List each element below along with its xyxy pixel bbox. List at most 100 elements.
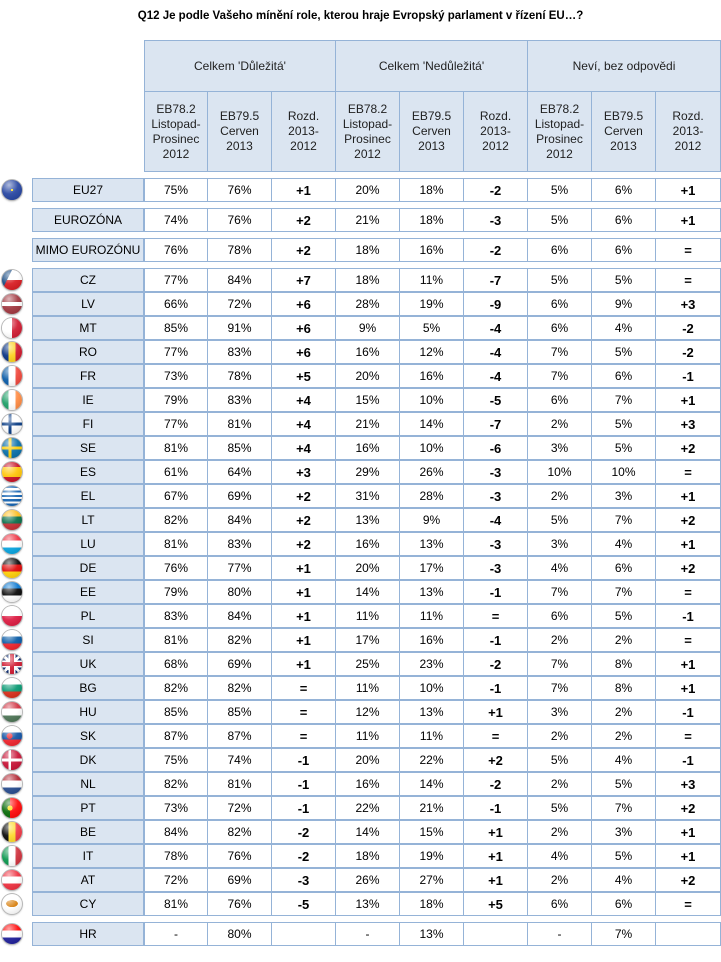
group-header-not-important: Celkem 'Nedůležitá' xyxy=(336,40,528,92)
value-cell: 81% xyxy=(144,436,208,460)
row-label: RO xyxy=(32,340,144,364)
value-cell: 16% xyxy=(336,436,400,460)
value-cell: 82% xyxy=(144,676,208,700)
value-cell: 8% xyxy=(592,652,656,676)
cyprus-flag-icon xyxy=(2,894,22,914)
diff-cell: +1 xyxy=(272,652,336,676)
subheader-eb795: EB79.5 Cerven 2013 xyxy=(400,92,464,172)
diff-cell: -4 xyxy=(464,316,528,340)
value-cell: 84% xyxy=(208,268,272,292)
row-label: MIMO EUROZÓNU xyxy=(32,238,144,262)
value-cell: 18% xyxy=(400,892,464,916)
value-cell: 7% xyxy=(592,796,656,820)
diff-cell: +1 xyxy=(656,532,721,556)
lithuania-flag-icon xyxy=(2,510,22,530)
row-label: EUROZÓNA xyxy=(32,208,144,232)
table-row: MT 85% 91% +6 9% 5% -4 6% 4% -2 xyxy=(0,316,721,340)
table-row: IT 78% 76% -2 18% 19% +1 4% 5% +1 xyxy=(0,844,721,868)
value-cell: 84% xyxy=(144,820,208,844)
diff-cell: = xyxy=(272,724,336,748)
value-cell: 83% xyxy=(208,388,272,412)
diff-cell: -1 xyxy=(464,676,528,700)
value-cell: - xyxy=(144,922,208,946)
table-row: PL 83% 84% +1 11% 11% = 6% 5% -1 xyxy=(0,604,721,628)
value-cell: 26% xyxy=(400,460,464,484)
diff-cell: +1 xyxy=(656,388,721,412)
value-cell: 2% xyxy=(592,724,656,748)
hungary-flag-icon xyxy=(2,702,22,722)
value-cell: 21% xyxy=(336,412,400,436)
diff-cell: +6 xyxy=(272,292,336,316)
value-cell: 4% xyxy=(592,532,656,556)
value-cell: 11% xyxy=(400,268,464,292)
diff-cell: +1 xyxy=(656,676,721,700)
value-cell: 2% xyxy=(592,700,656,724)
diff-cell: +1 xyxy=(464,868,528,892)
value-cell: 11% xyxy=(400,604,464,628)
value-cell: 14% xyxy=(400,772,464,796)
value-cell: 18% xyxy=(336,844,400,868)
table-row: EUROZÓNA 74% 76% +2 21% 18% -3 5% 6% +1 xyxy=(0,208,721,232)
table-row: FR 73% 78% +5 20% 16% -4 7% 6% -1 xyxy=(0,364,721,388)
diff-cell: +5 xyxy=(272,364,336,388)
value-cell: 74% xyxy=(208,748,272,772)
value-cell: 13% xyxy=(336,508,400,532)
value-cell: 12% xyxy=(336,700,400,724)
diff-cell: +1 xyxy=(272,556,336,580)
table-row: PT 73% 72% -1 22% 21% -1 5% 7% +2 xyxy=(0,796,721,820)
row-label: FR xyxy=(32,364,144,388)
diff-cell: = xyxy=(272,700,336,724)
diff-cell: +1 xyxy=(464,844,528,868)
diff-cell: +1 xyxy=(656,178,721,202)
value-cell: 6% xyxy=(592,892,656,916)
value-cell: 77% xyxy=(208,556,272,580)
italy-flag-icon xyxy=(2,846,22,866)
value-cell: 6% xyxy=(592,556,656,580)
luxembourg-flag-icon xyxy=(2,534,22,554)
diff-cell: +2 xyxy=(272,484,336,508)
diff-cell: -1 xyxy=(272,796,336,820)
value-cell: 21% xyxy=(400,796,464,820)
row-label: SI xyxy=(32,628,144,652)
diff-cell: +2 xyxy=(464,748,528,772)
value-cell: 5% xyxy=(528,748,592,772)
row-label: IE xyxy=(32,388,144,412)
diff-cell: = xyxy=(464,604,528,628)
value-cell: 12% xyxy=(400,340,464,364)
subheader-diff: Rozd. 2013- 2012 xyxy=(272,92,336,172)
row-label: EE xyxy=(32,580,144,604)
value-cell: 10% xyxy=(592,460,656,484)
value-cell: 26% xyxy=(336,868,400,892)
value-cell: 16% xyxy=(400,628,464,652)
value-cell: 7% xyxy=(528,580,592,604)
value-cell: 76% xyxy=(208,844,272,868)
value-cell: 17% xyxy=(336,628,400,652)
table-row: EU27 75% 76% +1 20% 18% -2 5% 6% +1 xyxy=(0,178,721,202)
value-cell: 20% xyxy=(336,364,400,388)
value-cell: 5% xyxy=(592,412,656,436)
diff-cell: -4 xyxy=(464,508,528,532)
diff-cell: +1 xyxy=(272,178,336,202)
finland-flag-icon xyxy=(2,414,22,434)
value-cell: 9% xyxy=(336,316,400,340)
value-cell: 13% xyxy=(336,892,400,916)
table-row: CZ 77% 84% +7 18% 11% -7 5% 5% = xyxy=(0,268,721,292)
value-cell: 64% xyxy=(208,460,272,484)
diff-cell: +2 xyxy=(272,208,336,232)
value-cell: 11% xyxy=(336,676,400,700)
value-cell: 5% xyxy=(592,772,656,796)
value-cell: 3% xyxy=(528,532,592,556)
diff-cell: = xyxy=(656,628,721,652)
value-cell: 20% xyxy=(336,178,400,202)
value-cell: 5% xyxy=(528,208,592,232)
value-cell: 7% xyxy=(592,508,656,532)
diff-cell: = xyxy=(464,724,528,748)
value-cell: 29% xyxy=(336,460,400,484)
france-flag-icon xyxy=(2,366,22,386)
value-cell: 25% xyxy=(336,652,400,676)
value-cell: 85% xyxy=(208,436,272,460)
value-cell: 5% xyxy=(592,436,656,460)
diff-cell: -3 xyxy=(464,208,528,232)
row-label: CY xyxy=(32,892,144,916)
value-cell: 2% xyxy=(528,628,592,652)
